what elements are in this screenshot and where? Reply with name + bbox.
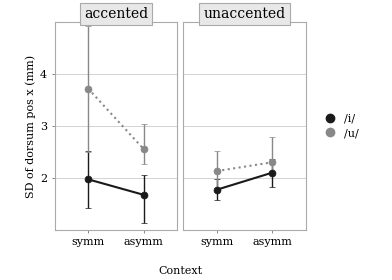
- Legend: /i/, /u/: /i/, /u/: [318, 113, 360, 139]
- Title: unaccented: unaccented: [203, 7, 286, 21]
- Y-axis label: SD of dorsum pos x (mm): SD of dorsum pos x (mm): [25, 54, 36, 198]
- Text: Context: Context: [158, 266, 202, 276]
- Title: accented: accented: [84, 7, 148, 21]
